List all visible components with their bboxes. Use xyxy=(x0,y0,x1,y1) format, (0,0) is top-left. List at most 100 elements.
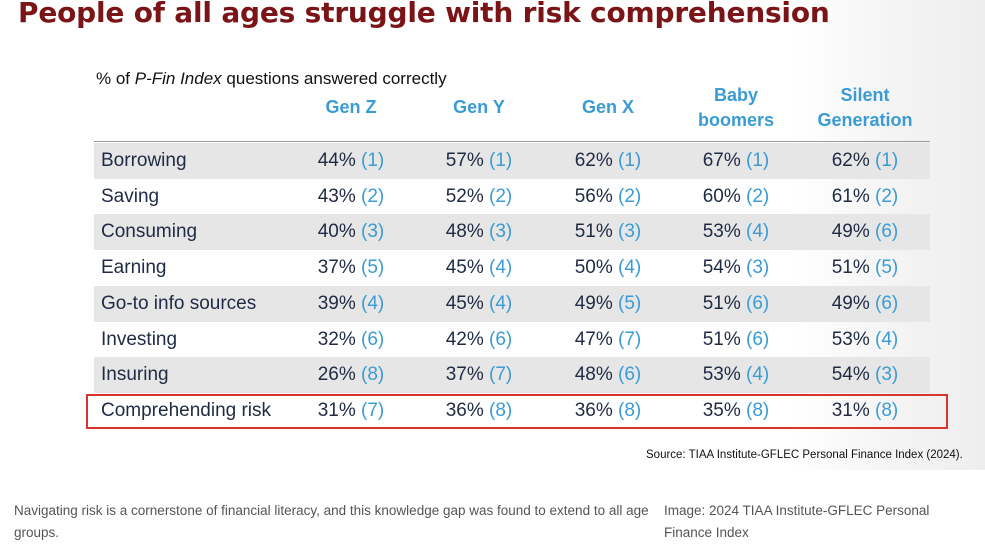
table-subtitle: % of P-Fin Index questions answered corr… xyxy=(96,69,447,89)
percent-correct: 51% xyxy=(702,328,741,350)
percent-correct: 51% xyxy=(574,221,613,243)
table-cell: 62% (1) xyxy=(538,143,678,179)
column-header-4: Silent Generation xyxy=(795,83,935,133)
table-cell: 57% (1) xyxy=(409,143,549,179)
highlight-box xyxy=(86,394,948,429)
rank-label: (4) xyxy=(489,292,513,314)
rank-label: (1) xyxy=(489,150,513,171)
row-category-label: Consuming xyxy=(101,221,198,243)
rank-label: (4) xyxy=(875,328,899,350)
rank-label: (4) xyxy=(618,257,642,279)
percent-correct: 61% xyxy=(831,185,870,207)
table-cell: 45% (4) xyxy=(409,286,549,322)
rank-label: (5) xyxy=(361,257,385,279)
percent-correct: 48% xyxy=(445,221,484,243)
table-cell: 39% (4) xyxy=(281,286,421,322)
table-cell: 49% (5) xyxy=(538,286,678,322)
percent-correct: 62% xyxy=(831,150,870,171)
rank-label: (8) xyxy=(746,399,770,421)
row-category-label: Borrowing xyxy=(101,150,187,171)
subtitle-prefix: % of xyxy=(96,69,135,88)
percent-correct: 56% xyxy=(574,185,613,207)
percent-correct: 51% xyxy=(702,292,741,314)
percent-correct: 49% xyxy=(574,292,613,314)
rank-label: (1) xyxy=(875,150,899,171)
percent-correct: 48% xyxy=(574,364,613,386)
percent-correct: 67% xyxy=(702,150,741,171)
rank-label: (4) xyxy=(361,292,385,314)
table-cell: 47% (7) xyxy=(538,322,678,358)
row-category-label: Go-to info sources xyxy=(101,292,257,314)
row-category-label: Earning xyxy=(101,257,167,279)
percent-correct: 40% xyxy=(317,221,356,243)
rank-label: (8) xyxy=(618,399,642,421)
rank-label: (2) xyxy=(746,185,770,207)
percent-correct: 49% xyxy=(831,221,870,243)
table-row: Go-to info sources 39% (4) 45% (4) 49% (5) 5… xyxy=(94,285,930,322)
table-cell: 51% (3) xyxy=(538,214,678,250)
table-cell: 36% (8) xyxy=(409,393,549,429)
percent-correct: 26% xyxy=(317,364,356,386)
table-cell: 36% (8) xyxy=(538,393,678,429)
table-cell: 31% (7) xyxy=(281,393,421,429)
table-cell: 43% (2) xyxy=(281,179,421,215)
table-cell: 51% (5) xyxy=(795,250,935,286)
rank-label: (6) xyxy=(746,328,770,350)
table-cell: 61% (2) xyxy=(795,179,935,215)
column-header-2: Gen X xyxy=(538,95,678,120)
table-row: Earning 37% (5) 45% (4) 50% (4) 54% (3) 51% (… xyxy=(94,250,930,286)
table-cell: 42% (6) xyxy=(409,322,549,358)
table-cell: 48% (3) xyxy=(409,214,549,250)
table-cell: 37% (7) xyxy=(409,357,549,393)
table-cell: 52% (2) xyxy=(409,179,549,215)
rank-label: (8) xyxy=(489,399,513,421)
percent-correct: 31% xyxy=(831,399,870,421)
table-cell: 51% (6) xyxy=(666,322,806,358)
table-cell: 26% (8) xyxy=(281,357,421,393)
rank-label: (4) xyxy=(746,364,770,386)
table-row: Consuming 40% (3) 48% (3) 51% (3) 53% (4) 49%… xyxy=(94,214,930,251)
percent-correct: 60% xyxy=(702,185,741,207)
rank-label: (3) xyxy=(361,221,385,243)
rank-label: (3) xyxy=(875,364,899,386)
rank-label: (5) xyxy=(875,257,899,279)
rank-label: (2) xyxy=(618,185,642,207)
table-cell: 49% (6) xyxy=(795,214,935,250)
percent-correct: 37% xyxy=(317,257,356,279)
column-header-line: Generation xyxy=(817,110,913,130)
table-cell: 67% (1) xyxy=(666,143,806,179)
table-cell: 31% (8) xyxy=(795,393,935,429)
percent-correct: 51% xyxy=(831,257,870,279)
rank-label: (5) xyxy=(618,292,642,314)
row-category-label: Comprehending risk xyxy=(101,399,272,421)
image-credit: Image: 2024 TIAA Institute-GFLEC Persona… xyxy=(664,503,930,540)
source-note: Source: TIAA Institute-GFLEC Personal Fi… xyxy=(646,449,963,461)
column-header-0: Gen Z xyxy=(281,95,421,120)
table-cell: 48% (6) xyxy=(538,357,678,393)
table-row: Borrowing 44% (1) 57% (1) 62% (1) 67% (1) 62%… xyxy=(94,143,930,179)
rank-label: (6) xyxy=(489,328,513,350)
percent-correct: 47% xyxy=(574,328,613,350)
table-cell: 53% (4) xyxy=(666,357,806,393)
percent-correct: 31% xyxy=(317,399,356,421)
percent-correct: 36% xyxy=(445,399,484,421)
percent-correct: 45% xyxy=(445,292,484,314)
percent-correct: 54% xyxy=(831,364,870,386)
header-divider xyxy=(94,141,930,142)
rank-label: (1) xyxy=(746,150,770,171)
subtitle-suffix: questions answered correctly xyxy=(221,69,447,88)
percent-correct: 50% xyxy=(574,257,613,279)
table-row: Investing 32% (6) 42% (6) 47% (7) 51% (6) 53%… xyxy=(94,322,930,358)
table-cell: 53% (4) xyxy=(666,214,806,250)
row-category-label: Insuring xyxy=(101,364,169,386)
rank-label: (2) xyxy=(361,185,385,207)
rank-label: (2) xyxy=(875,185,899,207)
rank-label: (6) xyxy=(746,292,770,314)
percent-correct: 52% xyxy=(445,185,484,207)
percent-correct: 36% xyxy=(574,399,613,421)
table-cell: 56% (2) xyxy=(538,179,678,215)
rank-label: (3) xyxy=(489,221,513,243)
rank-label: (2) xyxy=(489,185,513,207)
table-cell: 37% (5) xyxy=(281,250,421,286)
percent-correct: 43% xyxy=(317,185,356,207)
